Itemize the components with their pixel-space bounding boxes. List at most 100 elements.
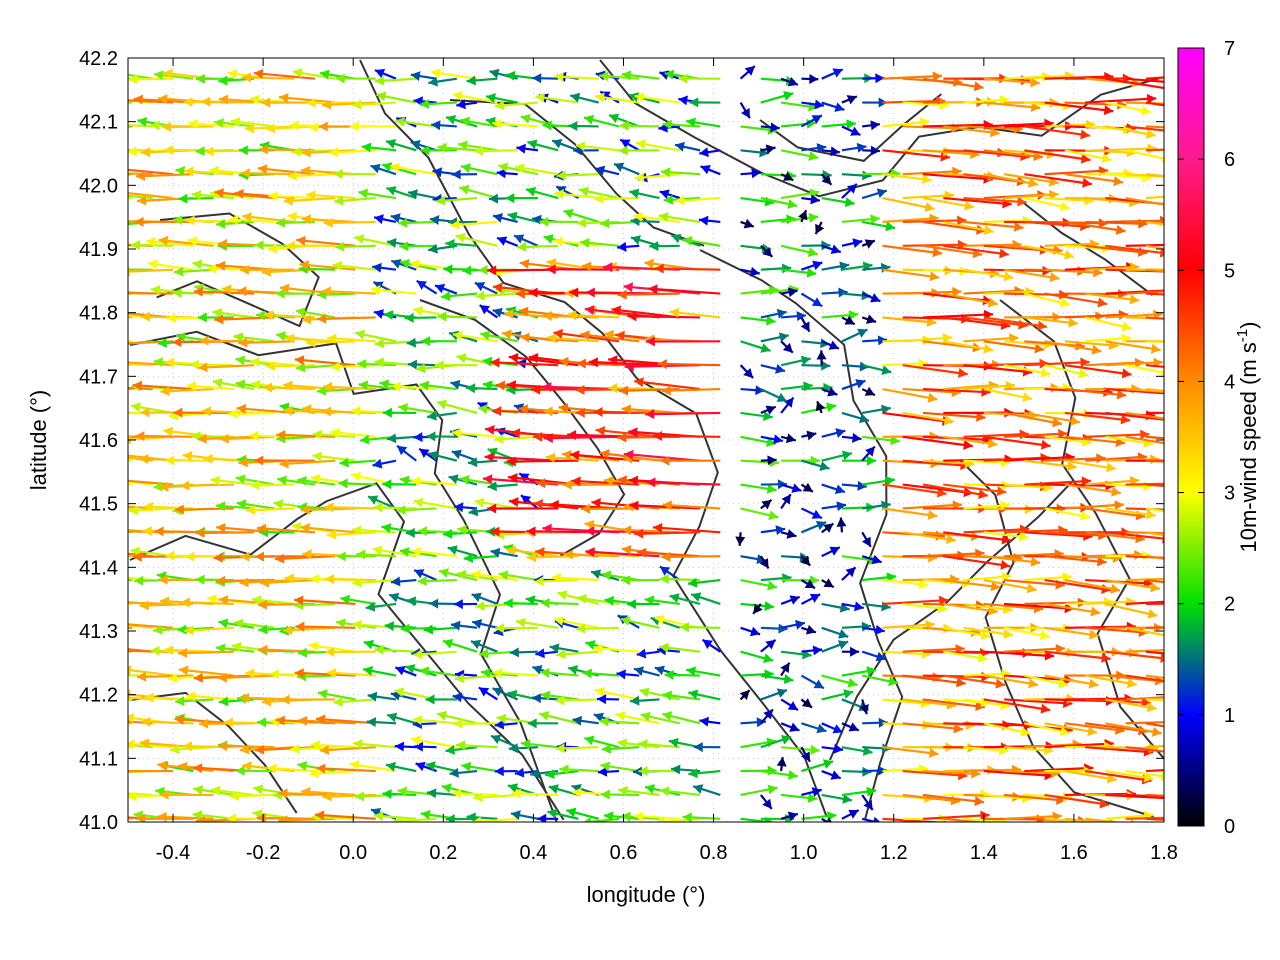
wind-vector-head	[654, 665, 665, 676]
wind-vector-head	[136, 813, 146, 822]
wind-vector-head	[253, 68, 264, 79]
wind-vector-head	[1115, 224, 1126, 235]
wind-vector-head	[838, 287, 848, 298]
wind-vector-head	[776, 392, 787, 402]
wind-vector-head	[1204, 365, 1213, 375]
wind-vector-head	[839, 602, 850, 613]
wind-vector-head	[983, 225, 994, 235]
wind-vector-head	[186, 691, 196, 702]
wind-vector-head	[630, 235, 641, 245]
wind-vector-head	[568, 665, 579, 675]
wind-vector-shaft	[580, 333, 640, 343]
wind-vector-head	[275, 553, 285, 564]
wind-vector-head	[382, 788, 392, 799]
wind-vector-head	[115, 339, 124, 349]
wind-vector-head	[132, 551, 142, 562]
wind-vector-head	[1145, 129, 1156, 139]
wind-vector-head	[411, 476, 421, 487]
wind-vector-shaft	[1125, 243, 1164, 247]
wind-vector-head	[762, 246, 773, 257]
wind-vector-head	[112, 164, 121, 174]
wind-vector-head	[218, 618, 229, 629]
wind-vector-head	[453, 502, 464, 513]
wind-vector-head	[458, 140, 468, 151]
wind-vector-head	[980, 810, 990, 821]
wind-vector-head	[333, 169, 343, 180]
wind-vector-head	[229, 790, 239, 801]
wind-vector-head	[816, 723, 827, 734]
wind-vector-head	[85, 355, 95, 365]
wind-vector-head	[308, 122, 318, 133]
wind-vector-head	[193, 672, 203, 683]
wind-vector-shaft	[299, 263, 356, 271]
wind-vector-shaft	[943, 316, 1011, 328]
wind-vector-head	[487, 503, 497, 514]
wind-vector-head	[442, 528, 453, 539]
wind-vector-head	[693, 784, 704, 794]
wind-vector-head	[192, 810, 203, 821]
wind-vector-head	[251, 595, 262, 606]
wind-vector-shaft	[1044, 169, 1109, 176]
wind-vector-head	[764, 601, 774, 612]
wind-vector-head	[372, 458, 383, 469]
wind-vector-head	[134, 216, 144, 227]
y-tick-label: 41.1	[79, 748, 118, 770]
wind-vector-head	[109, 788, 118, 798]
wind-vector-head	[1052, 417, 1062, 428]
wind-vector-head	[823, 578, 834, 588]
wind-vector-head	[495, 380, 506, 391]
wind-vector-shaft	[1145, 411, 1164, 415]
wind-vector-head	[172, 337, 182, 348]
wind-vector-head	[749, 626, 761, 637]
wind-vector-head	[661, 385, 671, 396]
colorbar-tick-label: 3	[1224, 483, 1235, 505]
wind-vector-head	[318, 121, 328, 132]
wind-vector-head	[657, 359, 667, 370]
wind-vector-head	[634, 666, 645, 676]
wind-vector-head	[468, 506, 479, 517]
wind-vector-shaft	[627, 315, 701, 319]
wind-vector-shaft	[922, 674, 991, 679]
wind-vector-head	[254, 240, 264, 251]
wind-vector-head	[451, 428, 462, 439]
wind-vector-head	[238, 145, 248, 156]
wind-vector-head	[174, 714, 184, 725]
wind-vector-head	[514, 767, 525, 778]
wind-vector-head	[1022, 392, 1033, 403]
wind-vector-shaft	[1145, 769, 1164, 773]
wind-vector-head	[366, 717, 377, 728]
wind-vector-head	[828, 340, 839, 350]
wind-vector-head	[617, 432, 627, 443]
wind-vector-head	[219, 696, 229, 707]
wind-vector-head	[986, 96, 997, 107]
wind-vector-shaft	[1024, 531, 1093, 538]
wind-vector-shaft	[922, 552, 985, 558]
wind-vector-head	[526, 552, 537, 563]
wind-vector-shaft	[882, 483, 947, 495]
y-tick-label: 41.5	[79, 494, 118, 516]
wind-vector-head	[191, 190, 202, 201]
wind-vector-head	[862, 746, 873, 756]
wind-vector-head	[446, 114, 457, 125]
wind-vector-head	[216, 218, 226, 229]
wind-vector-head	[413, 649, 423, 660]
wind-vector-head	[480, 330, 491, 341]
wind-vector-head	[233, 618, 244, 629]
wind-vector-head	[977, 652, 988, 663]
wind-vector-head	[996, 486, 1007, 497]
wind-vector-head	[664, 669, 674, 680]
wind-vector-head	[801, 751, 810, 762]
wind-vector-shaft	[294, 358, 356, 367]
wind-vector-head	[312, 429, 323, 440]
wind-vector-head	[496, 168, 507, 179]
wind-vector-head	[137, 195, 147, 206]
wind-vector-head	[140, 147, 151, 158]
wind-vector-head	[382, 407, 392, 418]
wind-vector-head	[231, 641, 242, 652]
wind-vector-head	[175, 165, 185, 176]
wind-vector-shaft	[132, 384, 194, 391]
wind-vector-head	[581, 503, 591, 514]
wind-vector-head	[1114, 500, 1124, 511]
wind-vector-head	[494, 434, 504, 445]
wind-vector-head	[1130, 819, 1136, 822]
